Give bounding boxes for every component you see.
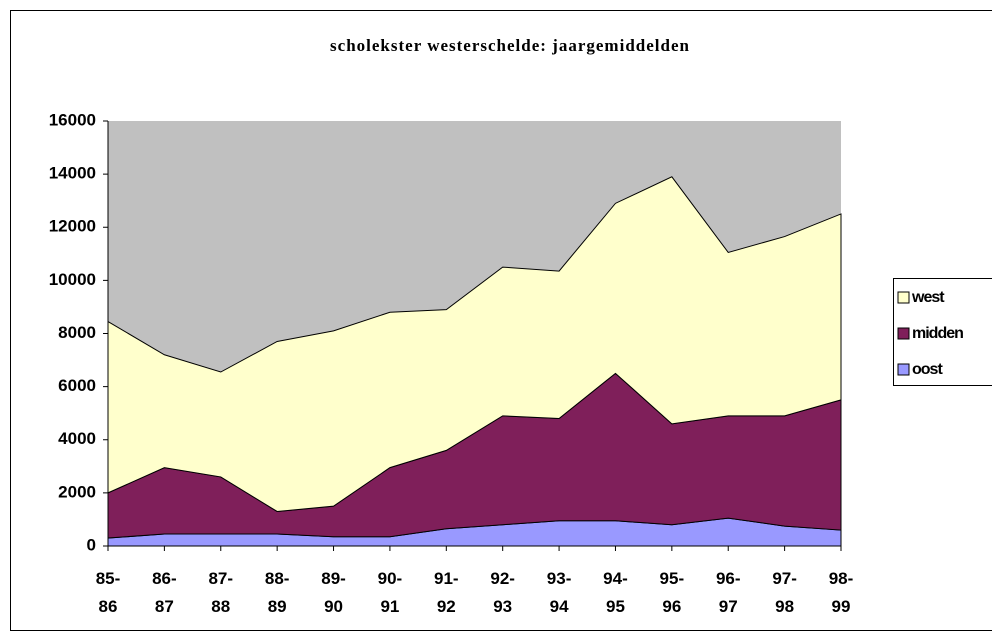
y-tick-label: 10000 [49, 270, 96, 289]
legend-swatch [897, 363, 910, 376]
x-tick-label: 88-89 [265, 569, 290, 616]
x-tick-label: 87-88 [208, 569, 233, 616]
legend-swatch [897, 291, 910, 304]
x-tick-label: 98-99 [829, 569, 854, 616]
x-tick-label: 92-93 [490, 569, 515, 616]
y-tick-label: 8000 [58, 323, 96, 342]
legend-label: oost [912, 361, 943, 378]
legend-swatch [897, 327, 910, 340]
legend-label: west [911, 289, 945, 306]
y-tick-label: 4000 [58, 429, 96, 448]
x-tick-label: 93-94 [547, 569, 572, 616]
legend-label: midden [912, 325, 963, 342]
x-tick-label: 96-97 [716, 569, 741, 616]
x-tick-label: 95-96 [660, 569, 685, 616]
y-tick-label: 16000 [49, 110, 96, 129]
area-2 [107, 176, 842, 512]
x-tick-label: 91-92 [434, 569, 459, 616]
x-tick-label: 97-98 [772, 569, 797, 616]
y-tick-label: 14000 [49, 164, 96, 183]
x-tick-label: 90-91 [378, 569, 403, 616]
x-tick-label: 94-95 [603, 569, 628, 616]
y-tick-label: 0 [87, 535, 96, 554]
y-tick-label: 6000 [58, 376, 96, 395]
x-tick-label: 89-90 [321, 569, 346, 616]
y-tick-label: 12000 [49, 217, 96, 236]
y-tick-label: 2000 [58, 482, 96, 501]
x-tick-label: 85-86 [96, 569, 121, 616]
legend-box [893, 278, 992, 386]
chart-title: scholekster westerschelde: jaargemiddeld… [330, 36, 690, 55]
x-tick-label: 86-87 [152, 569, 177, 616]
